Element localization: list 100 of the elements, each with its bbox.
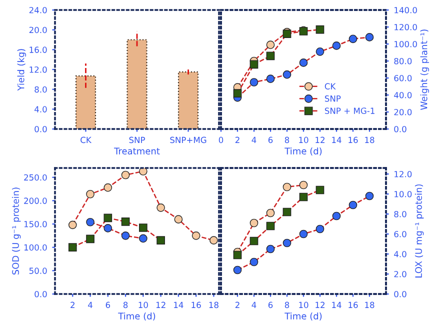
point	[299, 58, 308, 67]
y2-tick-label: 120.0	[394, 24, 417, 30]
y2-tick-label: 60.0	[394, 74, 412, 82]
x-tick-label: 10	[299, 136, 308, 144]
point	[266, 244, 275, 254]
point	[121, 231, 130, 240]
x-tick-label: 10	[299, 302, 308, 308]
y2-tick-label: 20.0	[394, 108, 412, 116]
point	[68, 243, 77, 252]
y2-tick-label: 4.0	[394, 250, 406, 258]
x-tick-label: 16	[348, 136, 358, 144]
x-tick-label: 4	[252, 136, 256, 143]
y-tick-label: 0.0	[34, 126, 47, 132]
point	[156, 203, 165, 212]
point	[316, 25, 324, 34]
point	[86, 218, 94, 226]
point	[266, 40, 275, 50]
y2-tick-label: 100.0	[394, 40, 417, 48]
x-tick-label: 14	[332, 136, 342, 143]
point	[104, 183, 112, 192]
y-tick-label: 8.0	[34, 86, 47, 93]
y-tick-label: 150.0	[24, 220, 47, 228]
x-tick-label: 8	[284, 302, 290, 308]
bar	[126, 39, 148, 129]
point	[139, 168, 148, 176]
y-axis-title: SOD (U g⁻¹ protein)	[12, 188, 21, 275]
x-tick-label: 18	[209, 302, 218, 308]
y-tick-label: 20.0	[29, 26, 47, 34]
y2-tick-label: 12.0	[394, 170, 412, 178]
y2-tick-label: 80.0	[394, 58, 412, 64]
point	[250, 218, 258, 228]
point	[233, 250, 242, 260]
point	[104, 224, 112, 232]
x-tick-label: 2	[235, 302, 240, 308]
bar	[178, 71, 199, 129]
point	[299, 192, 308, 202]
x-tick-label: 8	[123, 302, 128, 308]
y-tick-label: 100.0	[24, 244, 47, 251]
x-tick-label: 6	[268, 136, 273, 144]
y-tick-label: 250.0	[24, 174, 47, 181]
point	[233, 89, 242, 98]
point	[192, 231, 200, 240]
x-tick-label: 12	[156, 302, 166, 308]
legend-label: SNP + MG-1	[324, 108, 374, 114]
point	[299, 230, 308, 238]
point	[316, 47, 324, 56]
point	[282, 208, 292, 216]
x-tick-label: SNP+MG	[170, 136, 206, 144]
point	[282, 238, 292, 248]
point	[365, 33, 374, 42]
y2-axis-title: Weight (g plant⁻¹)	[420, 30, 430, 110]
point	[210, 236, 218, 245]
x-tick-label: 4	[88, 302, 92, 308]
x-tick-label: 16	[192, 302, 201, 308]
y2-tick-label: 140.0	[394, 6, 417, 14]
point	[316, 186, 324, 194]
x-tick-label: 6	[268, 302, 273, 308]
y2-tick-label: 6.0	[394, 230, 406, 238]
point	[266, 52, 275, 60]
x-axis-title: Time (d)	[284, 312, 322, 321]
point	[266, 208, 275, 218]
legend-label: CK	[324, 83, 336, 90]
point	[348, 200, 358, 210]
point	[121, 217, 130, 226]
point	[250, 78, 258, 86]
y-tick-label: 24.0	[29, 6, 47, 14]
x-tick-label: 2	[235, 136, 240, 143]
x-tick-label: 6	[106, 302, 110, 308]
point	[139, 224, 148, 232]
point	[348, 34, 358, 44]
x-tick-label: 14	[174, 302, 184, 308]
x-tick-label: 18	[365, 136, 374, 144]
y-tick-label: 12.0	[30, 66, 47, 73]
x-axis-title: Time (d)	[284, 147, 322, 156]
x-tick-label: 14	[332, 302, 342, 308]
y-tick-label: 50.0	[29, 268, 47, 274]
y2-tick-label: 40.0	[394, 92, 412, 98]
x-axis-title: Time (d)	[118, 312, 156, 321]
y2-tick-label: 8.0	[394, 210, 406, 218]
legend-label: SNP	[324, 95, 341, 102]
point	[139, 234, 148, 243]
point	[104, 214, 112, 222]
y2-tick-label: 0.0	[394, 126, 406, 132]
point	[174, 215, 183, 224]
point	[266, 74, 275, 84]
point	[299, 180, 308, 190]
y2-tick-label: 2.0	[394, 270, 406, 278]
x-axis-title: Treatment	[114, 148, 160, 154]
x-tick-label: 18	[365, 302, 374, 308]
y-tick-label: 16.0	[30, 46, 47, 53]
bar	[75, 75, 96, 129]
point	[332, 212, 341, 220]
point	[332, 42, 341, 50]
point	[86, 234, 94, 244]
y-tick-label: 0.0	[34, 290, 47, 298]
point	[250, 236, 258, 246]
x-tick-label: 16	[348, 302, 358, 308]
x-tick-label: 12	[316, 136, 324, 143]
point	[282, 70, 292, 79]
y-tick-label: 4.0	[34, 106, 47, 112]
